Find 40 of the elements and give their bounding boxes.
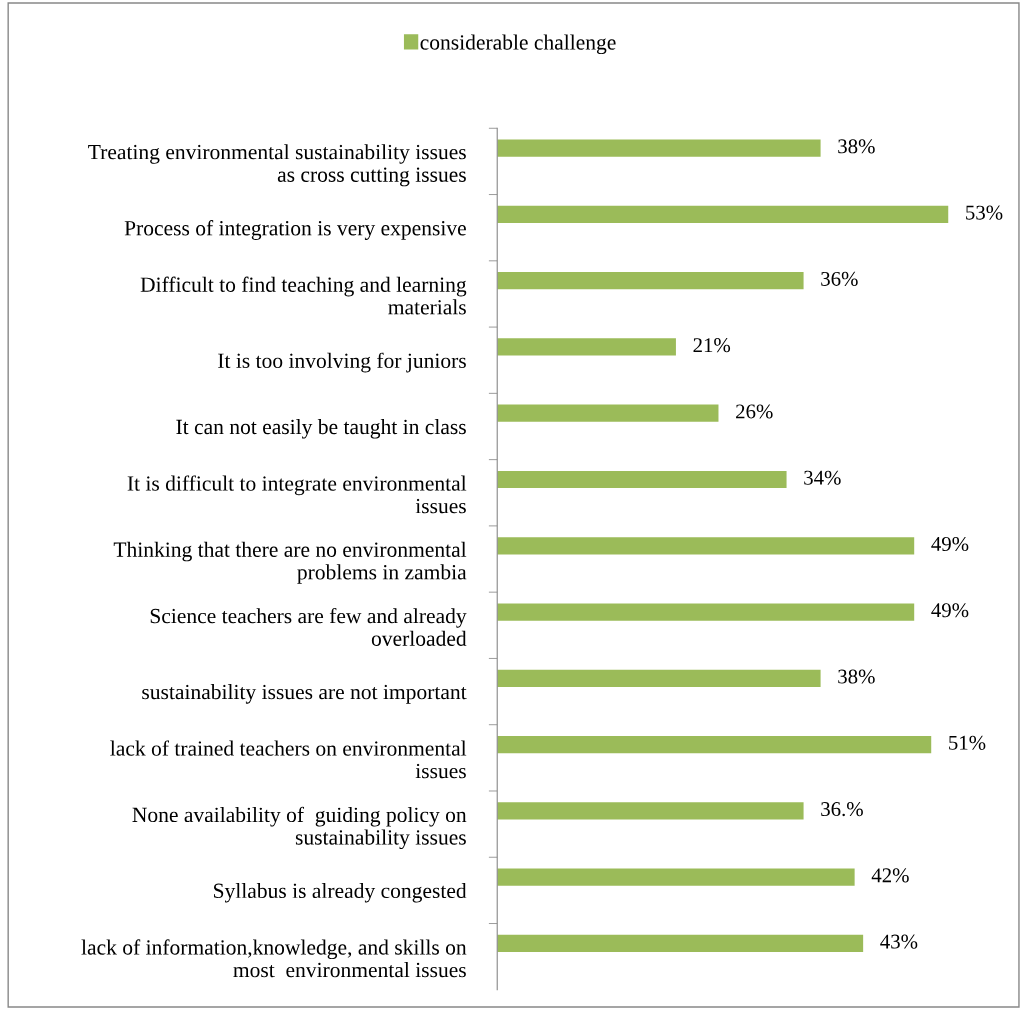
bar [497, 338, 676, 356]
y-tick-label: It is too involving for juniors [218, 352, 466, 373]
bar [497, 272, 804, 290]
bar [497, 537, 915, 555]
y-tick-label: lack of information,knowledge, and skills on most environmental issues [81, 939, 467, 978]
bar [497, 603, 915, 621]
data-label: 26% [736, 404, 773, 419]
data-label: 34% [804, 470, 841, 485]
y-tick-label: It is difficult to integrate environmental issues [127, 475, 467, 514]
bar [497, 669, 821, 687]
data-label: 36% [821, 271, 858, 286]
data-label: 49% [931, 536, 969, 552]
data-label: 38% [838, 669, 875, 684]
bar [497, 404, 719, 422]
y-tick-label: Treating environmental sustainability issues as cross cutting issues [88, 144, 466, 187]
data-label: 43% [880, 934, 918, 949]
y-tick-label: Process of integration is very expensive [124, 220, 466, 240]
y-tick-label: None availability of guiding policy on sustainability issues [132, 806, 467, 850]
y-tick-label: Difficult to find teaching and learning materials [140, 276, 467, 315]
data-label: 21% [693, 338, 731, 353]
y-tick-label: Science teachers are few and already overloaded [150, 607, 467, 646]
y-tick-label: Thinking that there are no environmental problems in zambia [113, 541, 467, 584]
bar [497, 205, 949, 224]
data-label: 51% [949, 735, 986, 750]
data-label: 49% [931, 603, 969, 618]
bar [497, 470, 787, 489]
bar [497, 934, 864, 953]
bar [497, 139, 821, 157]
bar [497, 802, 804, 820]
data-label: 36.% [821, 802, 863, 817]
bar [497, 735, 932, 754]
bar [497, 868, 855, 886]
y-tick-label: sustainability issues are not important [142, 684, 467, 704]
y-tick-label: It can not easily be taught in class [176, 419, 466, 439]
y-tick-label: Syllabus is already congested [214, 882, 467, 903]
data-label: 38% [838, 139, 875, 154]
data-label: 53% [966, 205, 1003, 220]
legend-label: considerable challenge [420, 34, 616, 55]
y-tick-label: lack of trained teachers on environmental issues [110, 740, 467, 779]
data-label: 42% [871, 868, 909, 883]
